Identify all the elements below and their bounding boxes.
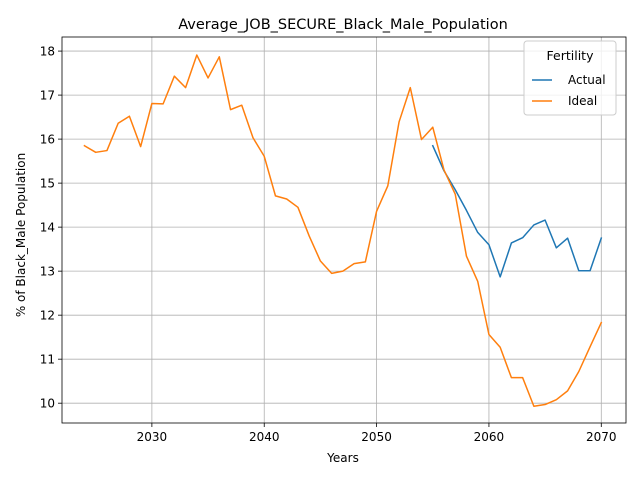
x-tick-label: 2050 bbox=[361, 430, 392, 444]
x-tick-label: 2070 bbox=[586, 430, 617, 444]
legend-label-actual: Actual bbox=[568, 73, 606, 87]
x-tick-label: 2030 bbox=[137, 430, 168, 444]
y-tick-label: 12 bbox=[40, 309, 55, 323]
plot-frame bbox=[61, 36, 627, 424]
x-axis-label: Years bbox=[326, 451, 359, 465]
y-tick-label: 15 bbox=[40, 177, 55, 191]
y-tick-label: 16 bbox=[40, 133, 55, 147]
x-tick-label: 2040 bbox=[249, 430, 280, 444]
legend-box bbox=[523, 40, 617, 116]
series-line-actual bbox=[431, 144, 603, 278]
legend: Fertility Actual Ideal bbox=[523, 40, 617, 116]
y-tick-label: 18 bbox=[40, 45, 55, 59]
legend-title: Fertility bbox=[547, 48, 595, 63]
y-axis-ticks: 10 11 12 13 14 15 16 17 18 bbox=[40, 45, 62, 411]
y-tick-label: 10 bbox=[40, 397, 55, 411]
y-axis-label: % of Black_Male Population bbox=[14, 153, 28, 317]
series-line-ideal bbox=[83, 54, 603, 408]
legend-label-ideal: Ideal bbox=[568, 94, 597, 108]
y-tick-label: 17 bbox=[40, 89, 55, 103]
chart-title: Average_JOB_SECURE_Black_Male_Population bbox=[178, 17, 508, 33]
x-axis-ticks: 2030 2040 2050 2060 2070 bbox=[137, 423, 617, 444]
x-tick-label: 2060 bbox=[474, 430, 505, 444]
y-tick-label: 13 bbox=[40, 265, 55, 279]
series-group bbox=[83, 54, 603, 408]
y-tick-label: 11 bbox=[40, 353, 55, 367]
y-tick-label: 14 bbox=[40, 221, 55, 235]
